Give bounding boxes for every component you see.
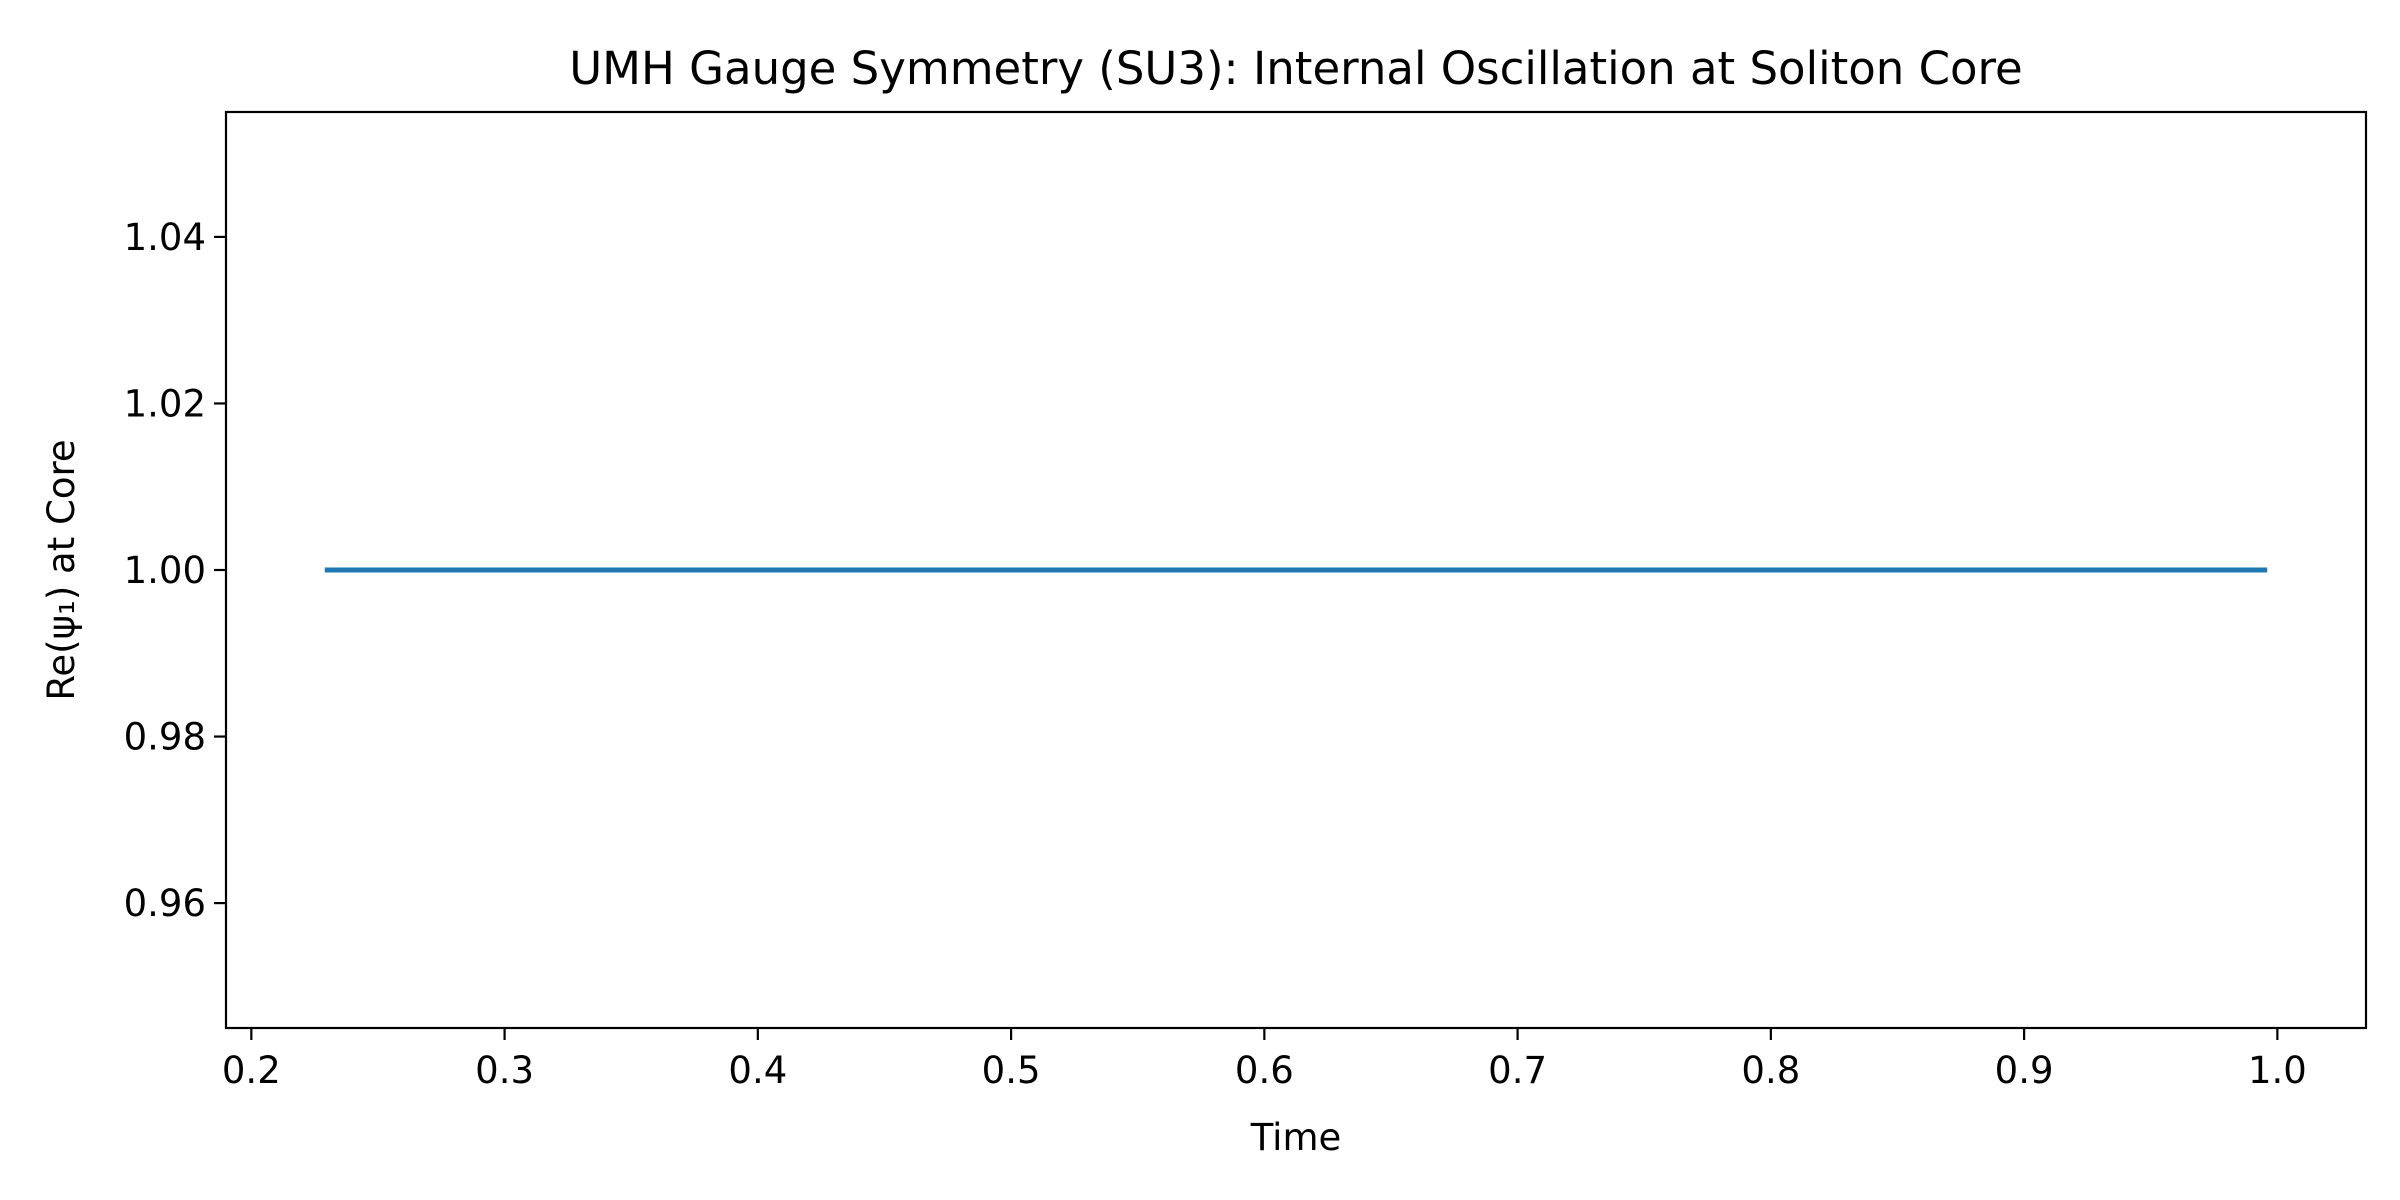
y-tick-label: 1.00 [124,549,206,592]
x-tick-label: 0.5 [982,1049,1041,1092]
x-tick-label: 0.7 [1488,1049,1547,1092]
x-tick-label: 0.4 [728,1049,787,1092]
x-axis-title: Time [1250,1116,1342,1159]
y-axis-ticks: 0.96 0.98 1.00 1.02 1.04 [124,216,226,925]
y-tick-label: 1.04 [124,216,206,259]
x-axis-ticks: 0.2 0.3 0.4 0.5 0.6 0.7 0.8 0.9 1.0 [222,1028,2307,1092]
y-tick-label: 0.96 [124,882,206,925]
y-tick-label: 0.98 [124,716,206,759]
x-tick-label: 0.8 [1741,1049,1800,1092]
x-tick-label: 0.6 [1235,1049,1294,1092]
chart-title: UMH Gauge Symmetry (SU3): Internal Oscil… [569,42,2022,95]
x-tick-label: 0.2 [222,1049,281,1092]
y-tick-label: 1.02 [124,382,206,425]
x-tick-label: 0.9 [1995,1049,2054,1092]
x-tick-label: 1.0 [2248,1049,2307,1092]
x-tick-label: 0.3 [475,1049,534,1092]
y-axis-title: Re(ψ₁) at Core [40,439,83,700]
